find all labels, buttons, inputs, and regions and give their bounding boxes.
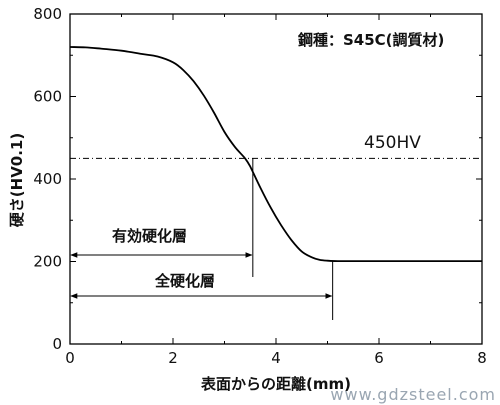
y-tick-label: 200 xyxy=(33,253,62,271)
x-tick-label: 6 xyxy=(374,349,384,367)
y-tick-label: 800 xyxy=(33,5,62,23)
effective-depth-label: 有効硬化層 xyxy=(112,227,187,245)
axis-tick-labels: 0 2 4 6 8 0 200 400 600 800 xyxy=(33,5,486,367)
x-axis-title: 表面からの距離(mm) xyxy=(201,375,351,393)
x-tick-label: 2 xyxy=(168,349,178,367)
x-tick-label: 8 xyxy=(477,349,487,367)
total-depth-label: 全硬化層 xyxy=(154,272,215,290)
steel-label: 鋼種：S45C(調質材) xyxy=(297,31,444,49)
x-tick-label: 4 xyxy=(271,349,281,367)
y-tick-label: 600 xyxy=(33,88,62,106)
reference-line-label: 450HV xyxy=(364,133,421,153)
watermark: www.gdzsteel.com xyxy=(330,385,496,404)
y-tick-label: 0 xyxy=(52,335,62,353)
plot-frame xyxy=(69,13,483,345)
y-tick-label: 400 xyxy=(33,170,62,188)
axis-ticks xyxy=(69,13,483,345)
y-axis-title: 硬さ(HV0.1) xyxy=(8,133,26,227)
series-line-hardness xyxy=(69,46,482,263)
x-tick-label: 0 xyxy=(65,349,75,367)
